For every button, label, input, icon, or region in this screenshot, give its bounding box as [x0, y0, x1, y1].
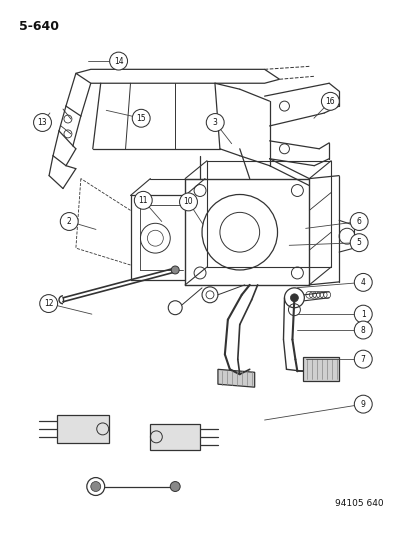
Circle shape [170, 481, 180, 491]
Polygon shape [303, 358, 338, 381]
Text: 8: 8 [360, 326, 365, 335]
Text: 13: 13 [38, 118, 47, 127]
Circle shape [349, 234, 367, 252]
Text: 16: 16 [325, 97, 335, 106]
Text: 3: 3 [212, 118, 217, 127]
Circle shape [206, 114, 223, 132]
Text: 14: 14 [114, 56, 123, 66]
Text: 7: 7 [360, 354, 365, 364]
Text: 5: 5 [356, 238, 361, 247]
FancyBboxPatch shape [57, 415, 108, 443]
Circle shape [320, 92, 339, 110]
Circle shape [171, 266, 179, 274]
Text: 94105 640: 94105 640 [334, 499, 382, 508]
Circle shape [109, 52, 127, 70]
Circle shape [354, 350, 371, 368]
Circle shape [90, 481, 100, 491]
Circle shape [354, 321, 371, 339]
Text: 9: 9 [360, 400, 365, 409]
Circle shape [134, 191, 152, 209]
Circle shape [40, 295, 57, 312]
Circle shape [354, 305, 371, 323]
FancyBboxPatch shape [150, 424, 199, 450]
Circle shape [354, 395, 371, 413]
Text: 12: 12 [44, 299, 53, 308]
Circle shape [290, 294, 298, 302]
Circle shape [60, 213, 78, 230]
Text: 15: 15 [136, 114, 146, 123]
Text: 11: 11 [138, 196, 148, 205]
Text: 10: 10 [183, 197, 193, 206]
Circle shape [33, 114, 51, 132]
Circle shape [132, 109, 150, 127]
Polygon shape [217, 369, 254, 387]
Circle shape [179, 193, 197, 211]
Circle shape [354, 273, 371, 292]
Text: 5-640: 5-640 [19, 20, 59, 33]
Text: 1: 1 [360, 310, 365, 319]
Text: 6: 6 [356, 217, 361, 226]
Circle shape [349, 213, 367, 230]
Text: 4: 4 [360, 278, 365, 287]
Text: 2: 2 [67, 217, 71, 226]
